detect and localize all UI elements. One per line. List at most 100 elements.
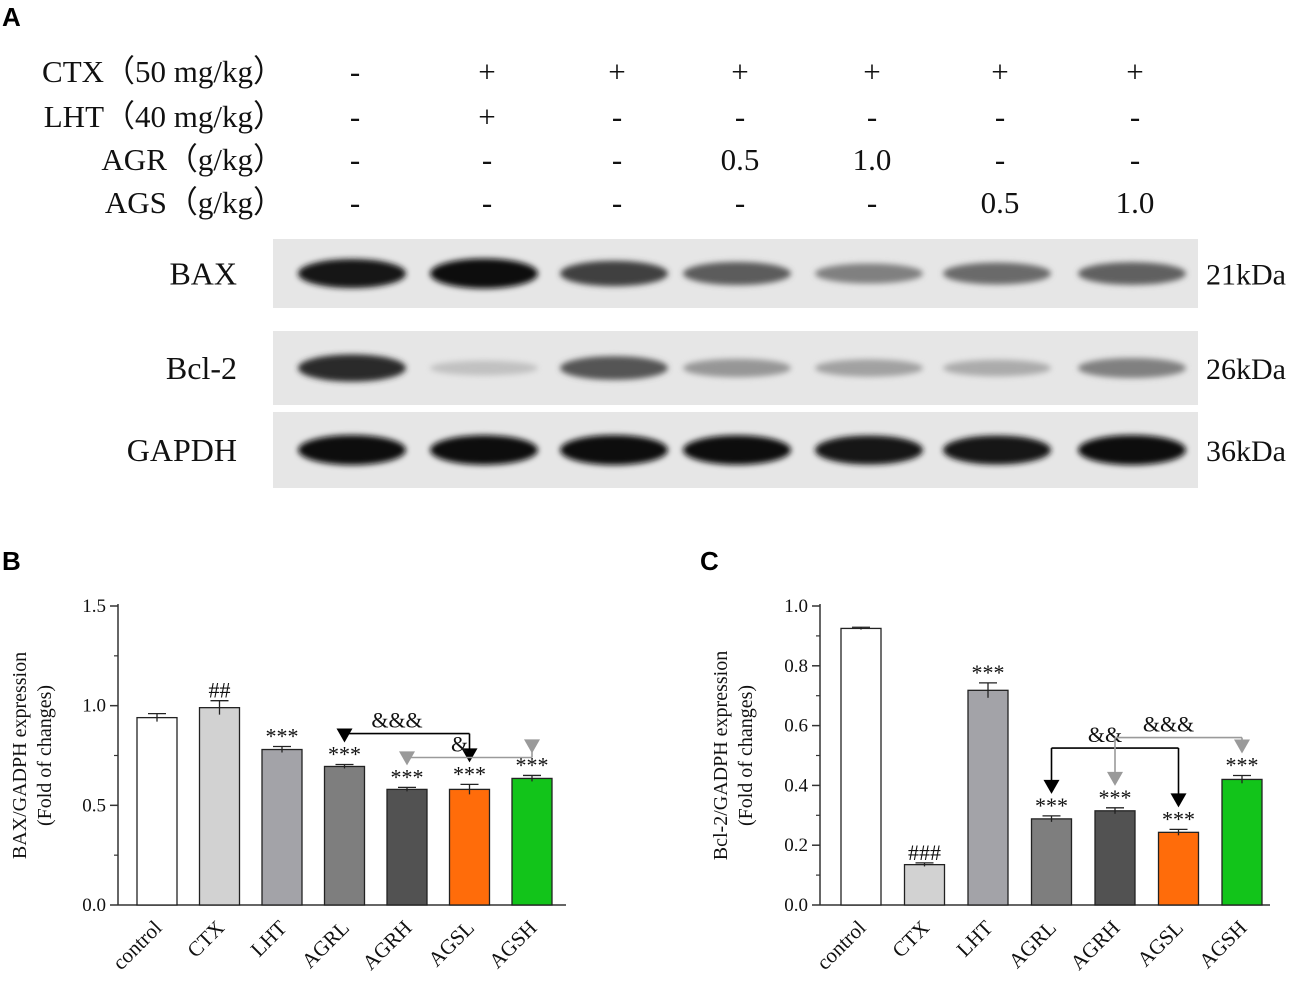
blot-band bbox=[683, 261, 791, 286]
significance-label: *** bbox=[1226, 753, 1259, 778]
significance-label: *** bbox=[972, 660, 1005, 685]
panel-letter-c: C bbox=[700, 546, 719, 576]
significance-label: *** bbox=[266, 724, 299, 749]
blot-band bbox=[815, 435, 923, 465]
condition-value: - bbox=[995, 142, 1005, 177]
significance-label: *** bbox=[391, 764, 424, 789]
x-tick-label: CTX bbox=[182, 916, 229, 963]
condition-value: - bbox=[735, 185, 745, 220]
x-tick-label: AGRH bbox=[357, 916, 416, 975]
x-tick-label: control bbox=[812, 915, 871, 974]
y-tick-label: 0.2 bbox=[784, 835, 808, 856]
x-tick-label: LHT bbox=[246, 915, 292, 961]
condition-label: LHT（40 mg/kg） bbox=[44, 99, 284, 134]
bar bbox=[386, 788, 428, 906]
blot-band bbox=[815, 263, 923, 284]
condition-value: - bbox=[1130, 99, 1140, 134]
kda-label: 36kDa bbox=[1206, 435, 1286, 468]
condition-value: + bbox=[863, 54, 880, 89]
bar bbox=[1221, 778, 1263, 906]
condition-value: - bbox=[867, 99, 877, 134]
bar bbox=[1157, 831, 1200, 906]
condition-value: - bbox=[735, 99, 745, 134]
blot-band bbox=[943, 435, 1051, 465]
condition-value: - bbox=[350, 185, 360, 220]
condition-value: 0.5 bbox=[981, 185, 1020, 220]
blot-band bbox=[943, 262, 1051, 285]
condition-value: 1.0 bbox=[1116, 185, 1155, 220]
blot-band bbox=[560, 435, 668, 465]
blot-band bbox=[943, 359, 1051, 377]
bar bbox=[261, 748, 303, 906]
kda-label: 26kDa bbox=[1206, 353, 1286, 386]
condition-value: - bbox=[995, 99, 1005, 134]
y-axis-label-2: (Fold of changes) bbox=[34, 685, 56, 826]
comparison-arrow bbox=[524, 739, 540, 754]
y-tick-label: 0.8 bbox=[784, 656, 808, 677]
comparison-arrow bbox=[461, 748, 478, 763]
comparison-arrow bbox=[399, 751, 415, 766]
condition-value: + bbox=[731, 54, 748, 89]
condition-label: CTX（50 mg/kg） bbox=[42, 54, 284, 89]
condition-value: + bbox=[608, 54, 625, 89]
bar bbox=[136, 716, 178, 906]
y-tick-label: 1.0 bbox=[784, 596, 808, 617]
significance-label: ### bbox=[908, 840, 941, 865]
bar bbox=[323, 765, 366, 906]
y-tick-label: 0.4 bbox=[784, 775, 808, 796]
condition-value: - bbox=[867, 185, 877, 220]
bar bbox=[511, 777, 553, 906]
y-tick-label: 0.6 bbox=[784, 716, 808, 737]
condition-value: - bbox=[482, 142, 492, 177]
blot-band bbox=[683, 358, 791, 378]
condition-value: + bbox=[478, 54, 495, 89]
y-tick-label: 0.0 bbox=[82, 895, 106, 916]
condition-value: + bbox=[1126, 54, 1143, 89]
blot-band bbox=[1078, 435, 1186, 465]
y-tick-label: 0.5 bbox=[82, 795, 106, 816]
panel-letter-b: B bbox=[2, 546, 21, 576]
x-tick-label: AGRL bbox=[1004, 916, 1061, 973]
comparison-label: && bbox=[1088, 722, 1122, 747]
comparison-label: & bbox=[451, 731, 468, 756]
x-tick-label: AGRH bbox=[1065, 916, 1124, 975]
x-tick-label: CTX bbox=[887, 916, 934, 963]
condition-value: + bbox=[478, 99, 495, 134]
condition-value: - bbox=[612, 99, 622, 134]
blot-band bbox=[298, 435, 406, 465]
condition-value: + bbox=[991, 54, 1008, 89]
blot-band bbox=[1078, 262, 1186, 285]
significance-label: *** bbox=[1162, 806, 1195, 831]
treatment-conditions-table: CTX（50 mg/kg） - + + + + + + LHT（40 mg/kg） - + - - - - -… bbox=[42, 54, 1154, 220]
condition-value: - bbox=[612, 185, 622, 220]
comparison-arrow bbox=[1170, 793, 1187, 808]
x-tick-label: AGSL bbox=[1132, 916, 1188, 972]
panel-letter-a: A bbox=[2, 2, 21, 32]
comparison-arrow bbox=[1107, 771, 1123, 786]
y-axis-label-2: (Fold of changes) bbox=[735, 685, 757, 826]
condition-label: AGR（g/kg） bbox=[101, 142, 284, 177]
blot-band bbox=[683, 435, 791, 465]
blot-band bbox=[298, 258, 406, 289]
x-tick-label: LHT bbox=[952, 915, 998, 961]
blot-row-label: Bcl-2 bbox=[166, 350, 237, 386]
significance-label: *** bbox=[453, 761, 486, 786]
x-tick-label: AGSH bbox=[1194, 916, 1251, 973]
condition-value: 1.0 bbox=[853, 142, 892, 177]
blot-band bbox=[430, 258, 538, 289]
comparison-arrow bbox=[1234, 739, 1250, 754]
blot-band bbox=[430, 360, 538, 376]
bar bbox=[840, 627, 882, 906]
blot-row-label: GAPDH bbox=[127, 432, 237, 468]
blot-band bbox=[560, 356, 668, 380]
blot-band bbox=[1078, 357, 1186, 379]
y-tick-label: 0.0 bbox=[784, 895, 808, 916]
condition-value: - bbox=[1130, 142, 1140, 177]
condition-value: - bbox=[350, 54, 360, 89]
x-tick-label: AGRL bbox=[297, 916, 354, 973]
blot-band bbox=[298, 354, 406, 382]
bax-chart: 0.0 0.5 1.0 1.5 BAX/GADPH expression (Fold of… bbox=[9, 596, 566, 975]
significance-label: *** bbox=[328, 741, 361, 766]
y-axis-label: BAX/GADPH expression bbox=[9, 652, 31, 859]
